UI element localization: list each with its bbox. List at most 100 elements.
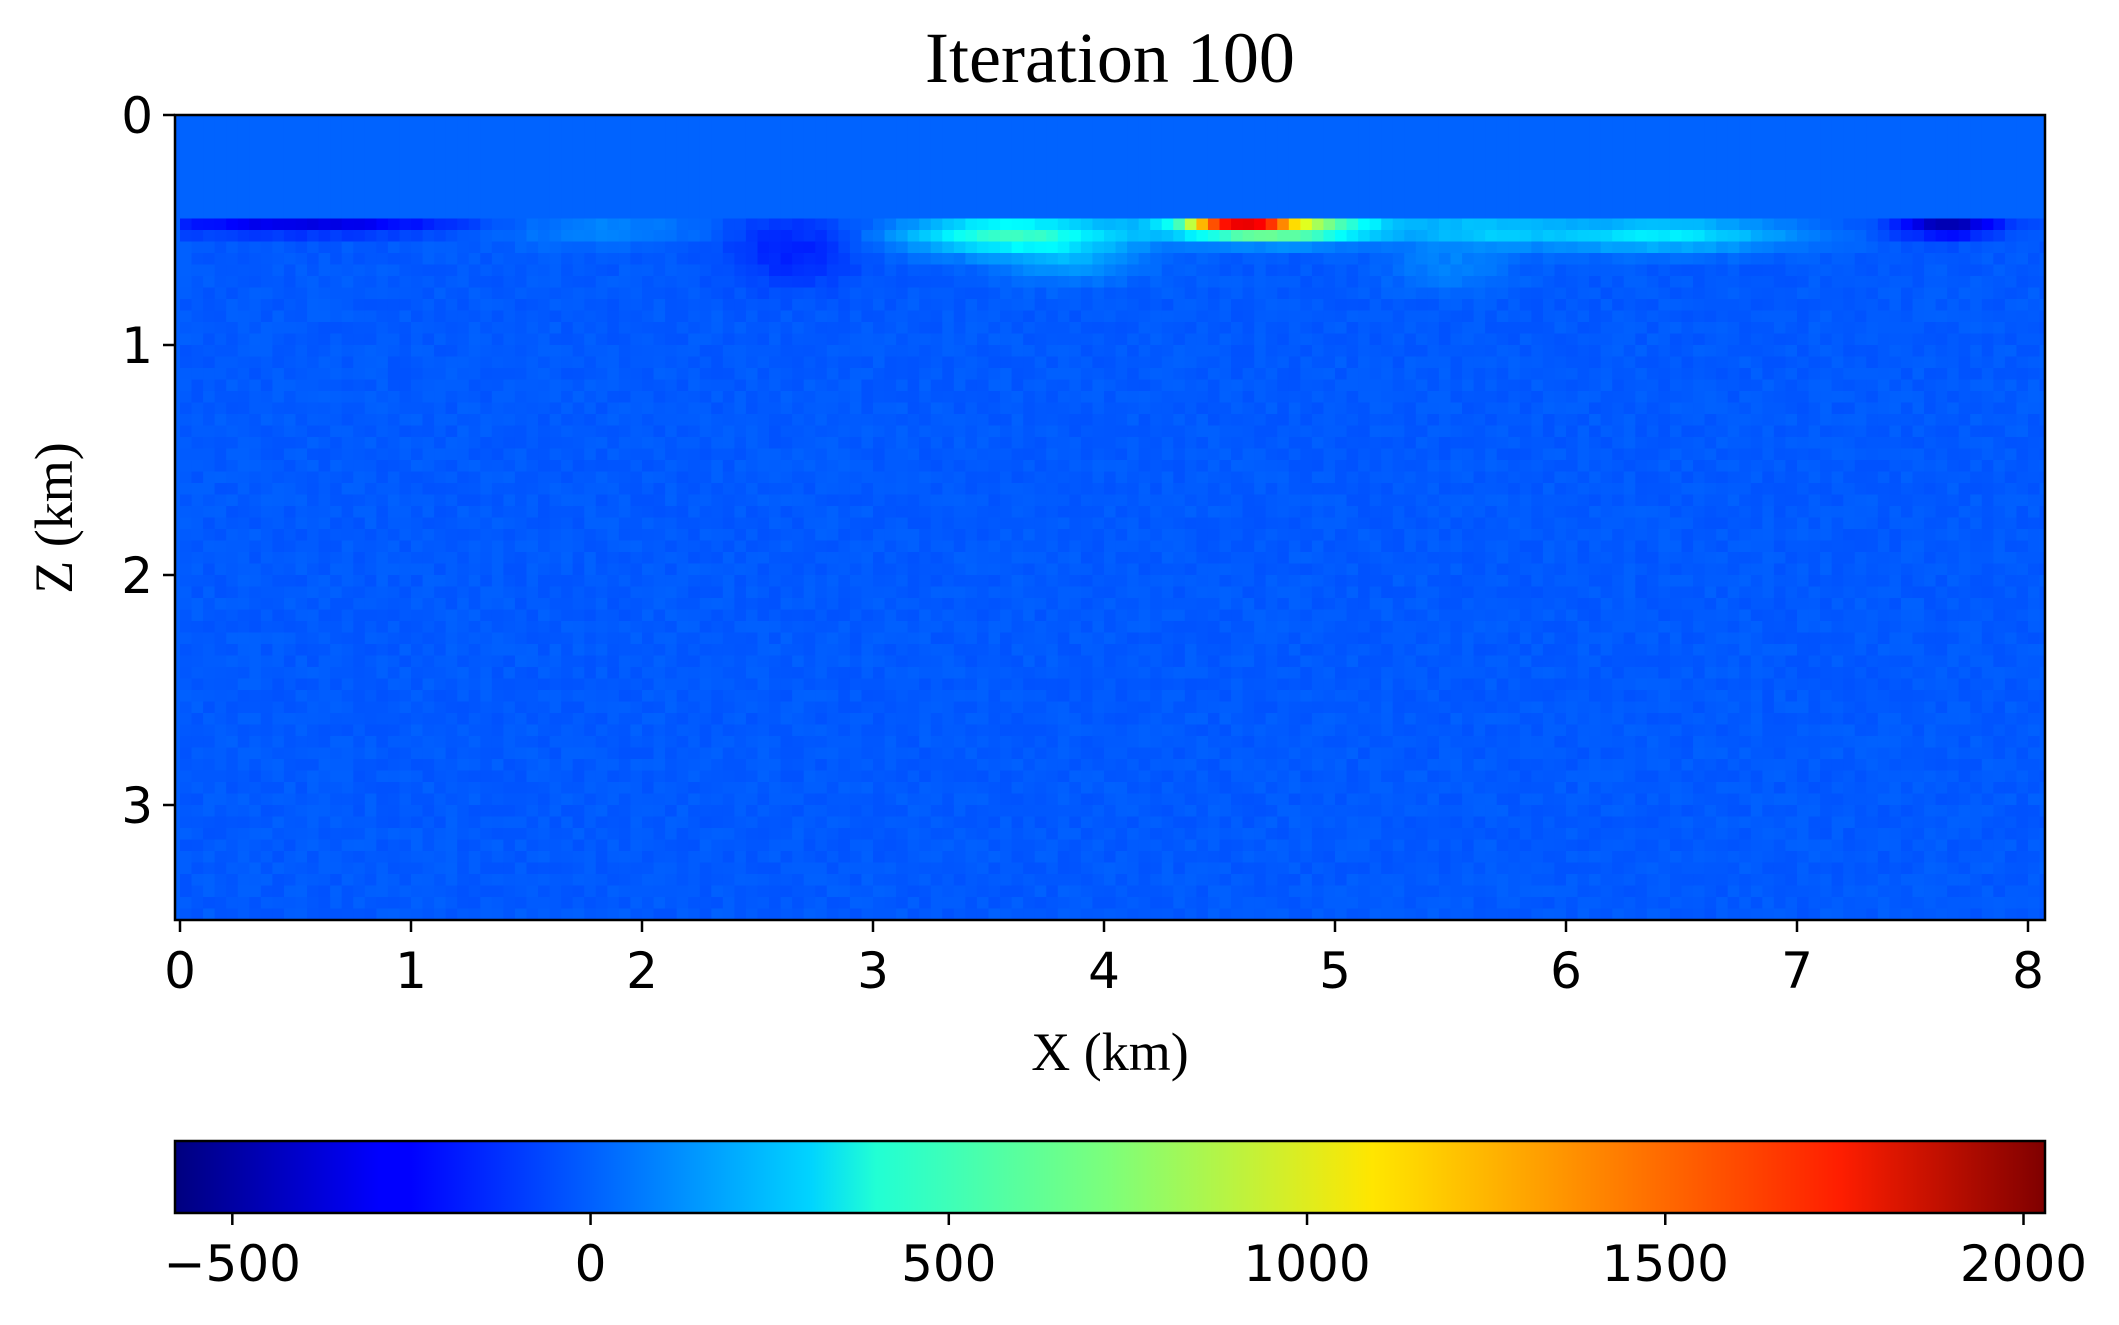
heatmap-cell [422, 218, 435, 231]
heatmap-cell [780, 402, 793, 415]
heatmap-cell [734, 299, 747, 312]
heatmap-cell [1981, 333, 1994, 346]
heatmap-cell [722, 184, 735, 197]
heatmap-cell [1277, 287, 1290, 300]
heatmap-cell [399, 241, 412, 254]
heatmap-cell [699, 448, 712, 461]
heatmap-cell [1970, 402, 1983, 415]
heatmap-cell [572, 230, 585, 243]
heatmap-cell [803, 310, 816, 323]
heatmap-cell [1958, 425, 1971, 438]
heatmap-cell [191, 402, 204, 415]
heatmap-cell [1311, 207, 1325, 220]
heatmap-cell [1589, 230, 1602, 243]
heatmap-cell [191, 322, 204, 335]
heatmap-cell [953, 345, 966, 358]
heatmap-cell [1450, 414, 1463, 427]
heatmap-cell [203, 276, 216, 289]
heatmap-cell [653, 276, 666, 289]
heatmap-cell [295, 149, 308, 162]
heatmap-cell [1600, 437, 1613, 450]
heatmap-cell [549, 299, 562, 312]
heatmap-cell [1843, 276, 1856, 289]
heatmap-cell [1831, 287, 1844, 300]
heatmap-cell [514, 264, 528, 277]
heatmap-cell [1554, 322, 1567, 335]
heatmap-cell [1496, 241, 1509, 254]
heatmap-cell [1150, 287, 1163, 300]
heatmap-cell [1034, 356, 1047, 369]
heatmap-cell [1935, 218, 1948, 231]
heatmap-cell [1519, 161, 1532, 174]
heatmap-cell [1877, 345, 1890, 358]
heatmap-cell [376, 207, 389, 220]
heatmap-cell [988, 161, 1001, 174]
heatmap-cell [1485, 207, 1498, 220]
heatmap-cell [1346, 195, 1359, 208]
heatmap-cell [1011, 161, 1024, 174]
heatmap-cell [2028, 172, 2041, 185]
heatmap-cell [1727, 379, 1740, 392]
heatmap-cell [1785, 115, 1798, 128]
heatmap-cell [1381, 230, 1394, 243]
heatmap-cell [826, 345, 839, 358]
heatmap-cell [1681, 149, 1694, 162]
heatmap-cell [1438, 345, 1452, 358]
heatmap-cell [1797, 310, 1810, 323]
heatmap-cell [618, 448, 632, 461]
heatmap-cell [2039, 448, 2045, 461]
heatmap-cell [676, 322, 689, 335]
heatmap-cell [1577, 241, 1590, 254]
heatmap-cell [1034, 218, 1047, 231]
heatmap-cell [480, 218, 493, 231]
heatmap-cell [2028, 126, 2041, 139]
heatmap-cell [1820, 333, 1833, 346]
heatmap-cell [1912, 322, 1925, 335]
heatmap-cell [2028, 425, 2041, 438]
heatmap-cell [803, 437, 816, 450]
heatmap-cell [1438, 161, 1452, 174]
heatmap-cell [1023, 425, 1036, 438]
heatmap-cell [1184, 460, 1197, 473]
heatmap-cell [1577, 230, 1590, 243]
heatmap-cell [1739, 287, 1752, 300]
heatmap-cell [1704, 195, 1717, 208]
heatmap-cell [1693, 391, 1706, 404]
heatmap-cell [734, 287, 747, 300]
heatmap-cell [965, 276, 978, 289]
heatmap-cell [526, 241, 539, 254]
heatmap-cell [283, 425, 297, 438]
heatmap-cell [1184, 161, 1197, 174]
heatmap-cell [953, 253, 966, 266]
heatmap-cell [1866, 253, 1879, 266]
heatmap-cell [318, 138, 331, 151]
heatmap-cell [538, 276, 551, 289]
heatmap-cell [1150, 161, 1163, 174]
heatmap-cell [1450, 391, 1463, 404]
heatmap-cell [919, 379, 932, 392]
heatmap-cell [1404, 437, 1417, 450]
heatmap-cell [676, 138, 689, 151]
heatmap-cell [1924, 184, 1937, 197]
heatmap-cell [1831, 126, 1844, 139]
heatmap-cell [318, 322, 331, 335]
heatmap-cell [1438, 115, 1452, 128]
heatmap-cell [665, 253, 678, 266]
heatmap-cell [618, 402, 632, 415]
heatmap-cell [387, 218, 401, 231]
heatmap-cell [387, 264, 401, 277]
heatmap-cell [1184, 126, 1197, 139]
heatmap-cell [526, 368, 539, 381]
heatmap-cell [434, 264, 447, 277]
heatmap-cell [953, 115, 966, 128]
heatmap-cell [1519, 460, 1532, 473]
heatmap-cell [364, 230, 377, 243]
heatmap-cell [526, 402, 539, 415]
heatmap-cell [1404, 368, 1417, 381]
heatmap-cell [930, 115, 943, 128]
heatmap-cell [642, 241, 655, 254]
heatmap-cell [1473, 379, 1486, 392]
heatmap-cell [584, 356, 597, 369]
heatmap-cell [1346, 287, 1359, 300]
heatmap-cell [1739, 333, 1752, 346]
